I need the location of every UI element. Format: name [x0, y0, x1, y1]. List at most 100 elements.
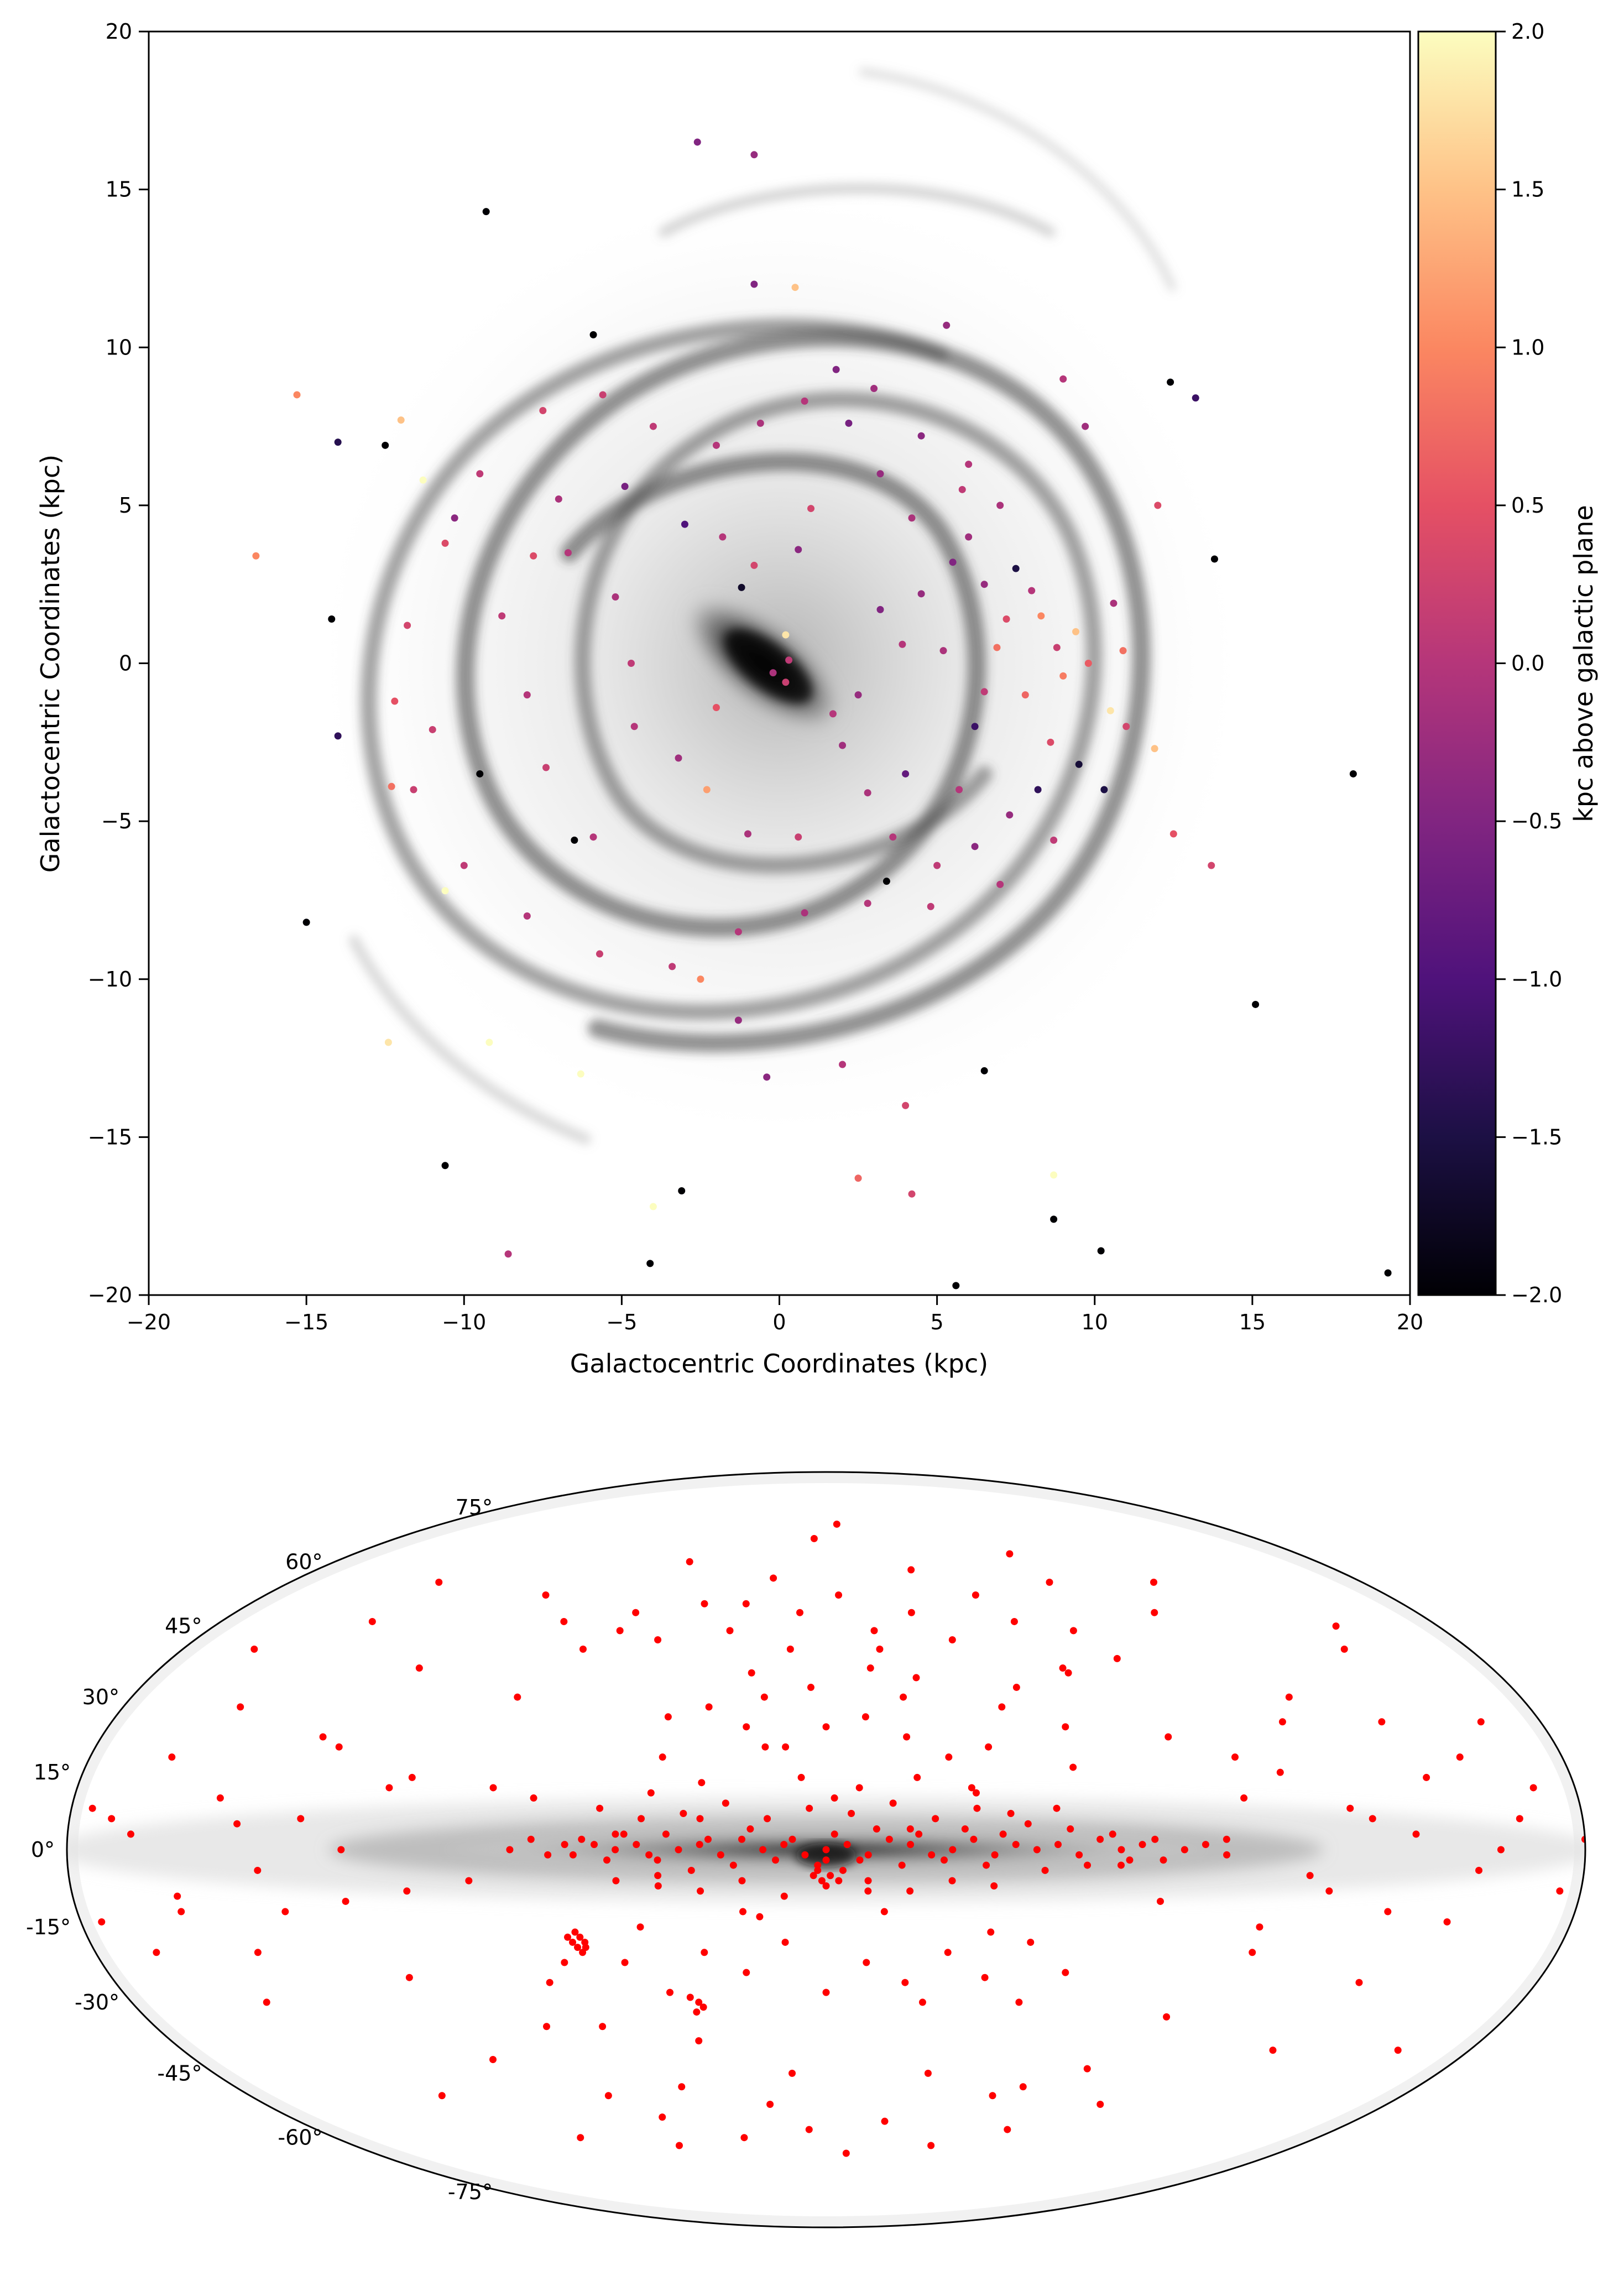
sky-point: [1278, 1718, 1286, 1726]
star-point: [678, 1187, 686, 1194]
sky-point: [1332, 1622, 1340, 1630]
sky-point: [514, 1693, 521, 1701]
sky-point: [1477, 1718, 1485, 1726]
star-point: [1059, 375, 1067, 383]
x-tick-label: −5: [606, 1310, 637, 1334]
star-point: [334, 439, 342, 446]
sky-point: [822, 1882, 830, 1889]
star-point: [1082, 422, 1089, 430]
sky-point: [544, 1851, 552, 1859]
sky-point: [1109, 1830, 1116, 1838]
sky-point: [88, 1804, 96, 1812]
sky-point: [174, 1892, 181, 1900]
sky-point: [801, 1851, 809, 1859]
star-point: [980, 1067, 988, 1074]
sky-point: [633, 1841, 640, 1849]
star-point: [441, 1162, 449, 1170]
y-tick-label: 20: [106, 19, 132, 44]
star-point: [782, 631, 790, 639]
sky-point: [870, 1627, 878, 1635]
sky-point: [297, 1815, 305, 1823]
star-point: [763, 1073, 771, 1081]
star-point: [738, 583, 745, 591]
sky-point: [1223, 1835, 1230, 1843]
star-point: [870, 385, 878, 393]
sky-point: [989, 2092, 996, 2100]
star-point: [965, 461, 973, 468]
sky-point: [961, 1825, 969, 1833]
sky-point: [1012, 1841, 1020, 1849]
star-point: [902, 770, 910, 777]
star-point: [627, 660, 635, 667]
y-tick-label: −5: [101, 809, 132, 833]
sky-point: [906, 1825, 914, 1833]
star-point: [571, 836, 578, 844]
sky-point: [1306, 1872, 1314, 1880]
star-point: [927, 902, 934, 910]
sky-point: [1117, 1861, 1125, 1869]
latitude-label: -15°: [26, 1915, 71, 1939]
sky-point: [578, 1835, 586, 1843]
star-point: [801, 397, 808, 405]
star-point: [908, 514, 916, 522]
sky-point: [604, 2092, 612, 2100]
colorbar-tick-label: −2.0: [1511, 1283, 1562, 1307]
star-point: [832, 366, 840, 373]
sky-point: [717, 1851, 724, 1859]
sky-point: [1529, 1784, 1537, 1792]
x-tick-label: 0: [772, 1310, 786, 1334]
y-tick-label: 10: [106, 335, 132, 359]
sky-point: [1151, 1609, 1158, 1616]
star-point: [1110, 599, 1118, 607]
sky-point: [98, 1918, 106, 1926]
star-point: [429, 725, 436, 733]
sky-point: [489, 1784, 497, 1792]
sky-point: [1497, 1846, 1505, 1854]
sky-point: [1325, 1887, 1333, 1895]
sky-point: [743, 1969, 750, 1976]
sky-point: [1556, 1887, 1564, 1895]
sky-point: [254, 1949, 262, 1956]
sky-point: [1443, 1918, 1451, 1926]
star-point: [939, 647, 947, 655]
star-point: [681, 520, 688, 528]
sky-point: [698, 1779, 706, 1787]
sky-point: [342, 1897, 349, 1905]
sky-point: [546, 1979, 553, 1986]
star-point: [1167, 378, 1174, 386]
sky-point: [1355, 1979, 1363, 1986]
sky-point: [1015, 1998, 1023, 2006]
sky-point: [696, 1841, 703, 1849]
sky-point: [973, 1804, 981, 1812]
sky-point: [168, 1753, 176, 1761]
sky-point: [748, 1669, 755, 1677]
star-point: [1097, 1247, 1105, 1255]
sky-point: [1010, 1617, 1018, 1625]
sky-point: [970, 1835, 978, 1843]
star-point: [1050, 1215, 1058, 1223]
sky-point: [759, 1846, 767, 1854]
sky-point: [1053, 1804, 1061, 1812]
star-point: [1072, 628, 1080, 635]
sky-point: [822, 1856, 830, 1864]
star-point: [334, 732, 342, 740]
sky-point: [368, 1617, 376, 1625]
sky-point: [647, 1789, 655, 1797]
star-point: [917, 590, 925, 598]
colorbar-tick-label: 0.0: [1511, 651, 1544, 676]
star-point: [782, 678, 790, 686]
colorbar-tick-label: −1.5: [1511, 1125, 1562, 1149]
sky-point: [1027, 1938, 1035, 1946]
sky-point: [918, 1998, 926, 2006]
star-point: [1151, 745, 1158, 753]
y-tick-label: −15: [88, 1125, 132, 1149]
star-point: [952, 1282, 960, 1290]
sky-point: [1340, 1645, 1348, 1653]
star-point: [649, 1203, 657, 1210]
star-point: [971, 843, 979, 850]
sky-point: [761, 1743, 769, 1751]
sky-point: [880, 1908, 888, 1915]
star-point: [504, 1250, 512, 1258]
sky-point: [1083, 2065, 1091, 2073]
